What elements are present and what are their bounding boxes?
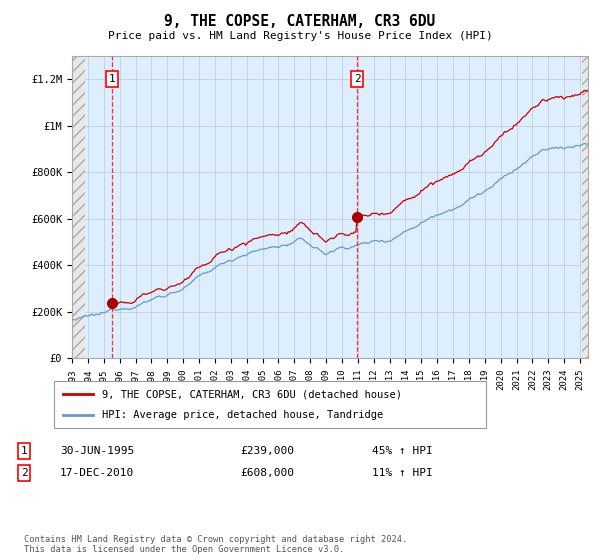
FancyBboxPatch shape [54,381,486,428]
Text: 11% ↑ HPI: 11% ↑ HPI [372,468,433,478]
Text: 17-DEC-2010: 17-DEC-2010 [60,468,134,478]
Text: 1: 1 [109,74,115,84]
Text: 45% ↑ HPI: 45% ↑ HPI [372,446,433,456]
Text: £239,000: £239,000 [240,446,294,456]
Text: HPI: Average price, detached house, Tandridge: HPI: Average price, detached house, Tand… [101,410,383,420]
Bar [72,56,85,358]
Text: 2: 2 [20,468,28,478]
Text: 9, THE COPSE, CATERHAM, CR3 6DU: 9, THE COPSE, CATERHAM, CR3 6DU [164,14,436,29]
Text: 2: 2 [354,74,361,84]
Text: 1: 1 [20,446,28,456]
Bar [581,56,588,358]
Text: Price paid vs. HM Land Registry's House Price Index (HPI): Price paid vs. HM Land Registry's House … [107,31,493,41]
Text: £608,000: £608,000 [240,468,294,478]
Text: Contains HM Land Registry data © Crown copyright and database right 2024.
This d: Contains HM Land Registry data © Crown c… [24,535,407,554]
Text: 9, THE COPSE, CATERHAM, CR3 6DU (detached house): 9, THE COPSE, CATERHAM, CR3 6DU (detache… [101,389,401,399]
Text: 30-JUN-1995: 30-JUN-1995 [60,446,134,456]
